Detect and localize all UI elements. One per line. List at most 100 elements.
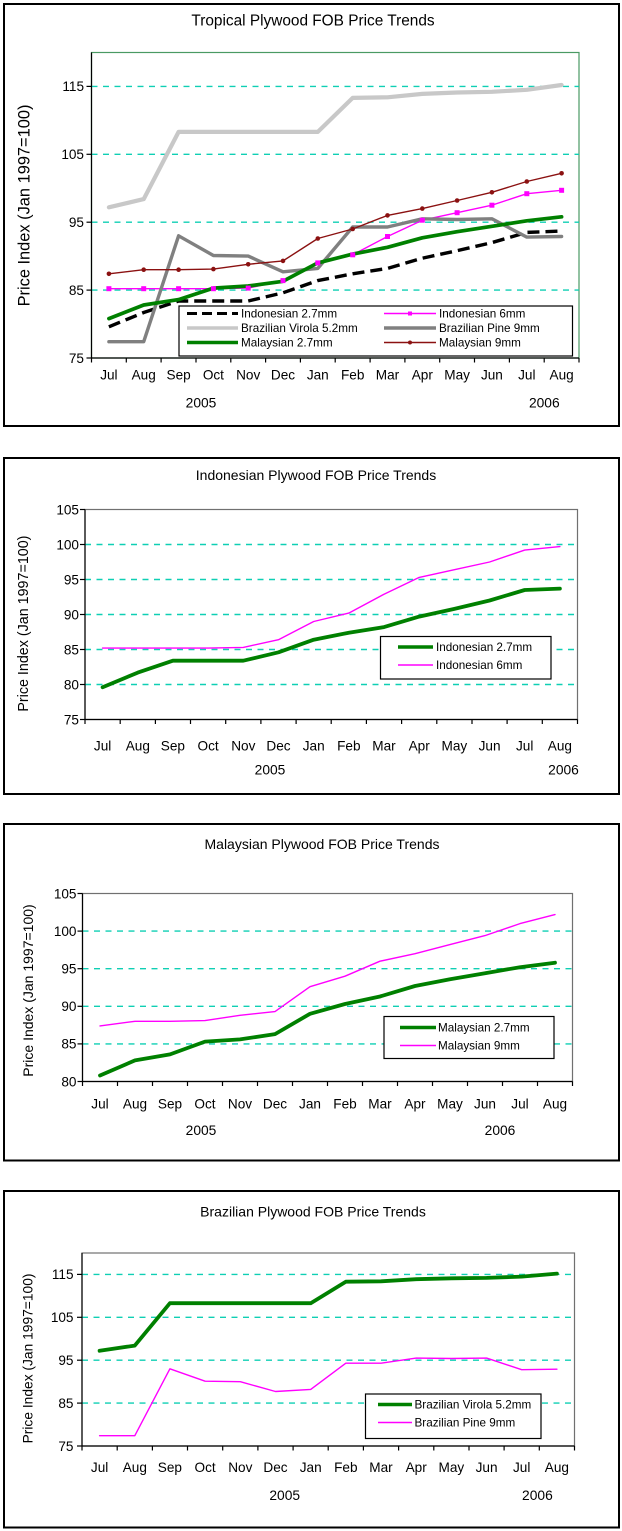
svg-text:Price Index (Jan 1997=100): Price Index (Jan 1997=100) — [20, 904, 36, 1076]
svg-text:Malaysian Plywood FOB Price Tr: Malaysian Plywood FOB Price Trends — [205, 836, 440, 852]
svg-text:Brazilian Virola 5.2mm: Brazilian Virola 5.2mm — [415, 1399, 532, 1412]
svg-text:85: 85 — [69, 283, 84, 298]
svg-text:Sep: Sep — [158, 1460, 182, 1475]
svg-text:Aug: Aug — [548, 739, 572, 754]
svg-text:100: 100 — [54, 924, 77, 939]
svg-text:Jul: Jul — [516, 739, 533, 754]
svg-text:85: 85 — [61, 1037, 76, 1052]
svg-text:Dec: Dec — [266, 739, 290, 754]
svg-text:105: 105 — [61, 147, 84, 162]
svg-text:Malaysian 9mm: Malaysian 9mm — [438, 1040, 520, 1053]
svg-text:Brazilian Virola 5.2mm: Brazilian Virola 5.2mm — [241, 322, 358, 335]
svg-text:Sep: Sep — [158, 1097, 182, 1112]
svg-text:Feb: Feb — [334, 1460, 357, 1475]
svg-text:Aug: Aug — [550, 368, 574, 383]
svg-text:Apr: Apr — [404, 1097, 426, 1112]
svg-text:May: May — [439, 1460, 465, 1475]
svg-text:May: May — [442, 739, 468, 754]
svg-text:Dec: Dec — [271, 368, 295, 383]
svg-text:Jul: Jul — [518, 368, 535, 383]
svg-text:Indonesian 2.7mm: Indonesian 2.7mm — [241, 308, 337, 321]
svg-text:Oct: Oct — [194, 1097, 215, 1112]
svg-text:Brazilian Pine 9mm: Brazilian Pine 9mm — [439, 322, 540, 335]
svg-text:90: 90 — [61, 999, 77, 1014]
svg-text:Jul: Jul — [94, 739, 111, 754]
svg-text:Nov: Nov — [228, 1097, 252, 1112]
svg-text:115: 115 — [52, 1267, 74, 1282]
svg-text:2006: 2006 — [529, 396, 560, 411]
svg-text:Malaysian 2.7mm: Malaysian 2.7mm — [241, 337, 333, 350]
svg-text:Aug: Aug — [126, 739, 150, 754]
svg-text:2006: 2006 — [485, 1123, 516, 1138]
svg-text:Indonesian 6mm: Indonesian 6mm — [436, 659, 522, 672]
svg-text:Brazilian Plywood FOB Price Tr: Brazilian Plywood FOB Price Trends — [200, 1204, 426, 1220]
svg-text:2006: 2006 — [522, 1488, 553, 1503]
svg-text:Jun: Jun — [481, 368, 503, 383]
svg-text:Sep: Sep — [161, 739, 185, 754]
svg-text:2005: 2005 — [269, 1488, 300, 1503]
svg-text:Jul: Jul — [91, 1097, 108, 1112]
svg-text:Oct: Oct — [198, 739, 219, 754]
svg-text:Nov: Nov — [228, 1460, 252, 1475]
svg-text:Indonesian 2.7mm: Indonesian 2.7mm — [436, 641, 532, 654]
svg-text:Nov: Nov — [236, 368, 260, 383]
svg-text:Apr: Apr — [409, 739, 431, 754]
svg-text:Aug: Aug — [123, 1460, 147, 1475]
svg-text:105: 105 — [51, 1310, 74, 1325]
svg-text:115: 115 — [62, 79, 84, 94]
svg-text:Jun: Jun — [474, 1097, 496, 1112]
svg-text:Price Index (Jan 1997=100): Price Index (Jan 1997=100) — [20, 1274, 35, 1444]
svg-text:Mar: Mar — [368, 1097, 392, 1112]
svg-text:Aug: Aug — [132, 368, 156, 383]
svg-text:Jan: Jan — [300, 1460, 322, 1475]
svg-text:2005: 2005 — [186, 1123, 217, 1138]
svg-text:Aug: Aug — [545, 1460, 569, 1475]
svg-text:Jul: Jul — [91, 1460, 108, 1475]
svg-text:Apr: Apr — [412, 368, 434, 383]
svg-text:2006: 2006 — [548, 763, 579, 778]
svg-text:75: 75 — [58, 1439, 73, 1454]
svg-text:85: 85 — [58, 1396, 73, 1411]
svg-text:100: 100 — [56, 537, 79, 552]
svg-text:Mar: Mar — [369, 1460, 393, 1475]
svg-text:May: May — [444, 368, 470, 383]
svg-text:80: 80 — [64, 677, 80, 692]
svg-text:95: 95 — [61, 962, 76, 977]
svg-text:Oct: Oct — [203, 368, 224, 383]
svg-text:Price Index (Jan 1997=100): Price Index (Jan 1997=100) — [16, 536, 32, 712]
svg-text:Jul: Jul — [100, 368, 117, 383]
svg-text:Feb: Feb — [337, 739, 360, 754]
svg-text:Jul: Jul — [511, 1097, 528, 1112]
svg-text:Price Index (Jan 1997=100): Price Index (Jan 1997=100) — [15, 105, 33, 307]
svg-text:2005: 2005 — [186, 396, 217, 411]
svg-text:95: 95 — [64, 572, 79, 587]
svg-text:Sep: Sep — [167, 368, 191, 383]
svg-text:Nov: Nov — [231, 739, 255, 754]
svg-text:Apr: Apr — [406, 1460, 428, 1475]
svg-text:75: 75 — [69, 351, 84, 366]
svg-text:Jun: Jun — [476, 1460, 498, 1475]
svg-text:Mar: Mar — [376, 368, 400, 383]
svg-text:Dec: Dec — [263, 1460, 287, 1475]
svg-text:75: 75 — [64, 712, 79, 727]
svg-text:Tropical Plywood FOB Price Tre: Tropical Plywood FOB Price Trends — [191, 13, 435, 30]
svg-text:Indonesian Plywood FOB Price T: Indonesian Plywood FOB Price Trends — [196, 467, 436, 483]
svg-text:Brazilian Pine 9mm: Brazilian Pine 9mm — [415, 1417, 516, 1430]
svg-text:Oct: Oct — [195, 1460, 216, 1475]
svg-text:95: 95 — [58, 1353, 73, 1368]
svg-text:95: 95 — [69, 215, 84, 230]
svg-text:Jul: Jul — [513, 1460, 530, 1475]
svg-text:Feb: Feb — [341, 368, 364, 383]
svg-text:Indonesian 6mm: Indonesian 6mm — [439, 308, 525, 321]
svg-text:85: 85 — [64, 642, 79, 657]
svg-text:2005: 2005 — [255, 763, 286, 778]
svg-text:Malaysian 9mm: Malaysian 9mm — [439, 337, 521, 350]
svg-text:105: 105 — [54, 886, 77, 901]
svg-text:Aug: Aug — [123, 1097, 147, 1112]
svg-text:May: May — [437, 1097, 463, 1112]
svg-text:Aug: Aug — [543, 1097, 567, 1112]
svg-text:105: 105 — [56, 502, 79, 517]
svg-text:Feb: Feb — [333, 1097, 356, 1112]
svg-text:Jan: Jan — [299, 1097, 321, 1112]
svg-text:Mar: Mar — [372, 739, 396, 754]
